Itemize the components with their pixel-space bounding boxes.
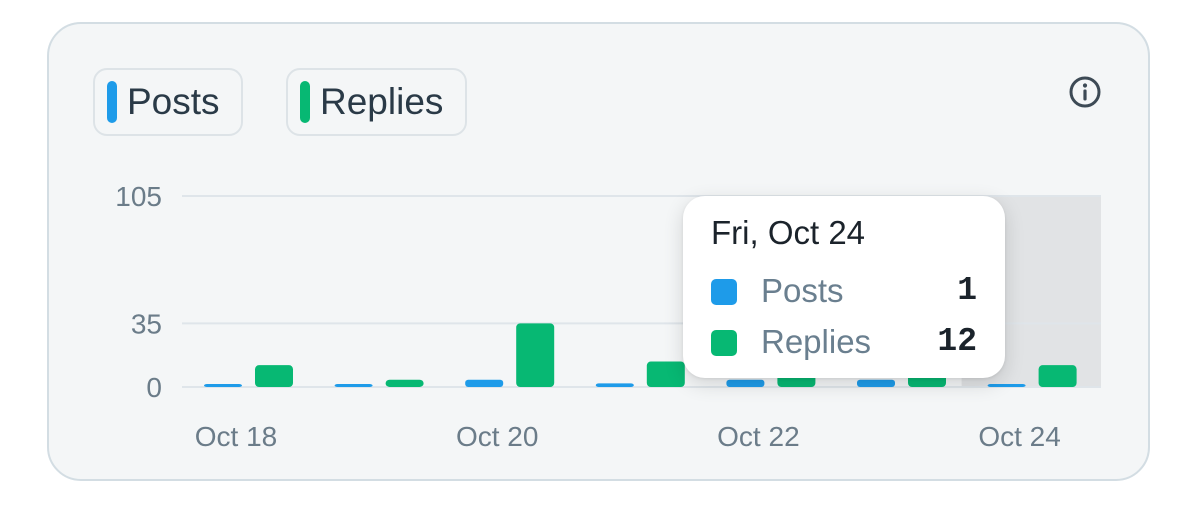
- tooltip-posts-swatch: [711, 279, 737, 305]
- x-tick-label-4: Oct 22: [717, 421, 799, 452]
- legend-replies-label: Replies: [320, 81, 444, 122]
- tooltip-replies-label: Replies: [761, 323, 872, 360]
- bar-replies-3: [646, 361, 685, 387]
- x-tick-label-2: Oct 20: [456, 421, 538, 452]
- bar-posts-4: [726, 379, 765, 387]
- legend-toggle-posts[interactable]: Posts: [93, 68, 243, 136]
- x-tick-label-6: Oct 24: [978, 421, 1060, 452]
- bar-posts-3: [595, 383, 634, 387]
- posts-swatch: [107, 81, 117, 123]
- tooltip-posts-label: Posts: [761, 272, 844, 309]
- legend-toggle-replies[interactable]: Replies: [286, 68, 467, 136]
- bar-posts-5: [857, 379, 895, 387]
- tooltip-date: Fri, Oct 24: [711, 214, 866, 251]
- bar-replies-6: [1038, 365, 1077, 387]
- y-tick-label-105: 105: [115, 181, 162, 212]
- bar-replies-2: [516, 323, 555, 387]
- legend-posts-label: Posts: [127, 81, 220, 122]
- tooltip-replies-swatch: [711, 330, 737, 356]
- bar-replies-0: [255, 365, 293, 387]
- chart-tooltip: Fri, Oct 24 Posts 1 Replies 12: [683, 196, 1005, 378]
- x-tick-label-0: Oct 18: [195, 421, 277, 452]
- tooltip-replies-value: 12: [937, 323, 977, 360]
- tooltip-row-posts: Posts 1: [711, 272, 977, 312]
- bar-posts-2: [465, 379, 504, 387]
- bar-posts-1: [334, 384, 373, 387]
- bar-posts-6: [987, 384, 1026, 387]
- y-tick-label-35: 35: [131, 308, 162, 339]
- replies-swatch: [300, 81, 310, 123]
- bar-replies-1: [385, 379, 424, 387]
- tooltip-posts-value: 1: [957, 272, 977, 309]
- bar-posts-0: [204, 384, 242, 387]
- y-tick-label-0: 0: [146, 372, 162, 403]
- info-circle-icon[interactable]: [1068, 75, 1102, 109]
- tooltip-row-replies: Replies 12: [711, 323, 977, 363]
